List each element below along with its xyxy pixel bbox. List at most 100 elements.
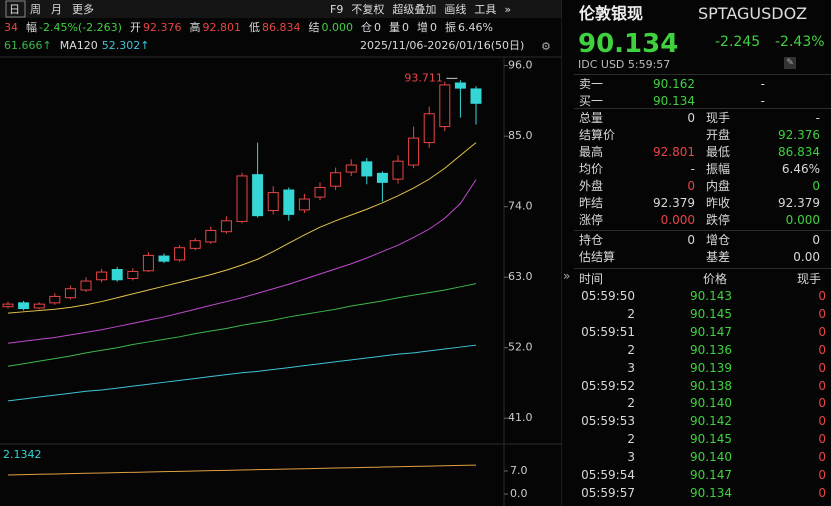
chart: 2025/11/06-2026/01/16(50日) ⚙ 日周月更多 F9 不复权超… xyxy=(0,0,562,506)
book-label: 卖一 xyxy=(579,77,604,91)
book-price: 90.134 xyxy=(653,94,695,108)
stat-label: 涨停 xyxy=(579,213,604,227)
active-tab xyxy=(5,0,26,18)
info-value: -2.45%(-2.263) xyxy=(39,21,122,34)
trade-time: 3 xyxy=(627,360,635,375)
book-volume: - xyxy=(760,77,765,91)
stat-value: 0.000 xyxy=(785,213,820,227)
candle-body xyxy=(111,269,123,281)
settings-icon[interactable]: ⚙ xyxy=(541,40,551,53)
stat-value: 0 xyxy=(687,233,695,247)
ma-line xyxy=(7,179,477,344)
candle-body xyxy=(64,288,76,299)
trade-volume: 0 xyxy=(818,485,826,500)
candle-body xyxy=(236,175,248,222)
period-tab[interactable]: 月 xyxy=(51,3,62,16)
stat-label: 估结算 xyxy=(579,250,616,264)
info-label: 振 xyxy=(445,20,456,34)
candle-body xyxy=(314,186,326,198)
y-tick-label: 52.0 xyxy=(508,341,533,354)
ma-line xyxy=(7,344,477,402)
candle-body xyxy=(345,164,357,173)
stat-value: 92.801 xyxy=(653,145,695,159)
period-tab[interactable]: 更多 xyxy=(72,2,94,16)
info-value: 0.000 xyxy=(321,21,353,34)
trade-price: 90.147 xyxy=(690,468,732,482)
info-value: 92.801 xyxy=(202,21,241,34)
stat-label: 均价 xyxy=(579,162,604,176)
info-label: 开 xyxy=(130,21,141,34)
tool-button[interactable]: 画线 xyxy=(444,2,466,16)
candle-body xyxy=(205,229,217,243)
period-tab[interactable]: 日 xyxy=(9,3,20,16)
tool-button[interactable]: 不复权 xyxy=(351,2,384,16)
separator xyxy=(574,74,831,75)
stat-label: 增仓 xyxy=(706,233,731,247)
sub-label: 2.1342 xyxy=(3,448,42,461)
y-tick-label: 63.0 xyxy=(508,270,533,283)
trade-time: 05:59:57 xyxy=(581,485,635,500)
stat-label: 开盘 xyxy=(706,128,731,142)
trade-time: 2 xyxy=(627,432,635,447)
candle-body xyxy=(18,302,30,310)
trade-volume: 0 xyxy=(818,396,826,411)
stat-value: 92.376 xyxy=(778,128,820,142)
trade-time: 05:59:54 xyxy=(581,468,635,482)
info-label: 量 xyxy=(389,21,400,34)
stat-value: 0.000 xyxy=(660,213,695,227)
candle-body xyxy=(376,172,388,183)
trade-time: 05:59:53 xyxy=(581,414,635,429)
stat-value: 0.00 xyxy=(793,250,820,264)
tool-button[interactable]: F9 xyxy=(330,3,343,16)
stat-value: 0 xyxy=(687,111,695,125)
trade-volume: 0 xyxy=(818,378,826,393)
ma-line xyxy=(7,142,477,314)
candle-body xyxy=(80,280,92,291)
candle-body xyxy=(96,271,108,281)
trade-volume: 0 xyxy=(818,432,826,447)
tool-button[interactable]: » xyxy=(504,3,511,16)
trade-price: 90.147 xyxy=(690,324,732,339)
stat-label: 结算价 xyxy=(579,128,616,142)
candle-body xyxy=(408,137,420,166)
stat-label: 昨收 xyxy=(706,196,731,210)
trade-volume: 0 xyxy=(818,306,826,321)
legend-value: 61.666↑ xyxy=(4,39,52,52)
stat-value: - xyxy=(690,162,695,176)
trade-volume: 0 xyxy=(818,360,826,375)
trade-price: 90.136 xyxy=(690,342,732,357)
last-price: 90.134 xyxy=(578,29,679,59)
separator xyxy=(574,230,831,231)
stat-value: 92.379 xyxy=(778,196,820,210)
trade-time: 2 xyxy=(627,396,635,411)
info-value: 34 xyxy=(4,21,18,34)
trade-volume: 0 xyxy=(818,468,826,482)
stat-value: - xyxy=(815,111,820,125)
stat-value: 92.379 xyxy=(653,196,695,210)
candle-body xyxy=(470,88,482,104)
book-volume: - xyxy=(760,94,765,108)
y-tick-label: 74.0 xyxy=(508,200,533,213)
tool-button[interactable]: 工具 xyxy=(474,3,496,16)
high-annotation: 93.711 xyxy=(404,71,443,84)
info-label: 增 xyxy=(417,20,428,34)
trade-price: 90.138 xyxy=(690,378,732,393)
tool-button[interactable]: 超级叠加 xyxy=(392,2,436,16)
stat-label: 内盘 xyxy=(706,179,731,193)
candle-body xyxy=(189,240,201,249)
trades-header: 时间 xyxy=(579,272,604,286)
change: -2.245 xyxy=(715,34,761,50)
period-tab[interactable]: 周 xyxy=(30,3,41,16)
stat-value: 86.834 xyxy=(778,145,820,159)
info-value: 92.376 xyxy=(143,21,182,34)
instrument-name: 伦敦银现 xyxy=(579,4,644,23)
stat-label: 振幅 xyxy=(706,162,731,176)
trade-time: 05:59:51 xyxy=(581,324,635,339)
candle-body xyxy=(283,189,295,215)
trade-time: 05:59:52 xyxy=(581,378,635,393)
edit-button[interactable]: ✎ xyxy=(784,57,796,69)
quote-meta: IDC USD 5:59:57 xyxy=(578,58,671,71)
trades-header: 现手 xyxy=(797,272,822,286)
collapse-button[interactable]: » xyxy=(563,269,571,283)
info-label: 结 xyxy=(308,21,319,34)
